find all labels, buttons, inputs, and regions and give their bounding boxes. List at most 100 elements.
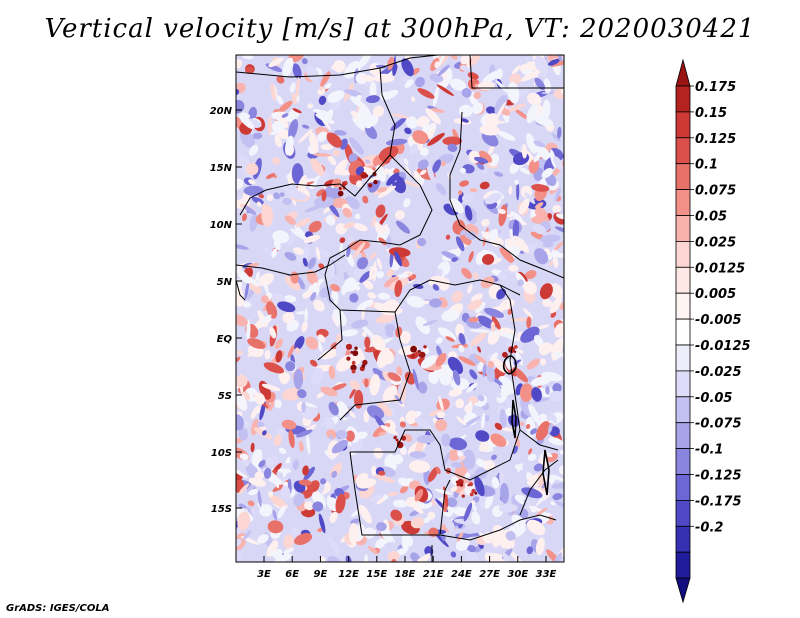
field-blob: [360, 109, 374, 129]
field-blob: [451, 462, 463, 468]
field-blob: [542, 99, 551, 119]
field-blob: [417, 88, 435, 99]
field-blob: [333, 130, 347, 136]
field-blob: [303, 234, 321, 243]
field-blob: [377, 347, 391, 368]
field-blob: [437, 64, 450, 77]
colorbar-label: -0.005: [695, 313, 742, 328]
field-blob: [375, 314, 395, 324]
field-blob: [388, 247, 411, 257]
field-blob: [283, 534, 294, 549]
field-blob: [530, 428, 537, 435]
field-blob: [533, 463, 544, 472]
field-blob: [505, 359, 515, 370]
border-east-drc: [499, 284, 559, 451]
field-blob: [445, 336, 455, 342]
field-hotspot: [423, 345, 427, 349]
field-blob: [436, 411, 446, 419]
field-blob: [271, 248, 278, 258]
field-blob: [238, 114, 255, 130]
field-blob: [236, 414, 244, 431]
field-blob: [465, 482, 472, 494]
field-blob: [554, 241, 564, 251]
field-hotspot: [410, 345, 417, 353]
field-blob: [305, 65, 320, 82]
field-blob: [487, 334, 499, 345]
field-blob: [298, 479, 312, 486]
field-blob: [365, 159, 371, 164]
field-blob: [435, 418, 448, 432]
field-blob: [264, 455, 278, 467]
field-blob: [277, 301, 296, 313]
field-blob: [417, 237, 427, 247]
field-blob: [479, 181, 490, 190]
field-blob: [242, 55, 254, 60]
colorbar-segment: [675, 318, 691, 346]
field-blob: [415, 316, 431, 335]
field-blob: [317, 131, 328, 142]
field-blob: [463, 502, 473, 522]
colorbar-segment: [675, 240, 691, 268]
field-blob: [482, 70, 502, 84]
field-blob: [330, 100, 342, 111]
field-blob: [288, 429, 295, 449]
field-blob: [284, 215, 296, 225]
field-blob: [342, 207, 353, 218]
field-blob: [515, 109, 529, 120]
field-hotspot: [346, 356, 351, 361]
field-hotspot: [393, 436, 397, 440]
field-blob: [385, 138, 408, 146]
field-blob: [435, 337, 444, 344]
field-blob: [286, 320, 300, 332]
field-blob: [373, 447, 383, 459]
field-blob: [439, 278, 450, 291]
field-blob: [551, 482, 564, 489]
field-blob: [539, 234, 561, 243]
field-blob: [308, 220, 322, 233]
field-blob: [387, 491, 399, 496]
field-hotspot: [395, 438, 399, 442]
field-blob: [339, 138, 348, 150]
field-blob: [320, 422, 326, 426]
field-blob: [282, 481, 289, 487]
colorbar-segment: [675, 344, 691, 372]
border-chad-south: [324, 154, 433, 276]
field-hotspot: [350, 350, 354, 354]
lon-label: 12E: [338, 569, 359, 580]
field-blob: [344, 411, 350, 418]
field-blob: [395, 220, 411, 234]
field-blob: [236, 437, 243, 444]
field-blob: [390, 509, 403, 521]
field-blob: [458, 356, 476, 366]
field-blob: [284, 275, 301, 291]
field-blob: [245, 162, 259, 176]
field-blob: [360, 324, 376, 339]
field-blob: [262, 430, 267, 436]
field-blob: [447, 143, 458, 152]
field-blob: [525, 423, 531, 430]
field-blob: [257, 310, 268, 328]
field-blob: [462, 449, 476, 470]
field-blob: [526, 358, 540, 370]
field-blob: [475, 459, 486, 468]
field-blob: [549, 297, 562, 314]
field-blob: [427, 132, 445, 146]
field-blob: [326, 132, 343, 148]
field-blob: [414, 489, 424, 502]
field-blob: [542, 241, 554, 248]
field-blob: [403, 198, 411, 208]
field-blob: [399, 292, 412, 299]
field-blob: [322, 484, 331, 496]
field-blob: [547, 252, 564, 258]
field-blob: [458, 190, 463, 195]
field-blob: [279, 192, 285, 198]
field-blob: [349, 387, 357, 399]
field-blob: [236, 59, 243, 69]
field-blob: [364, 336, 371, 349]
field-blob: [236, 538, 242, 548]
field-blob: [401, 58, 414, 77]
lat-label: 10N: [210, 220, 233, 231]
field-blob: [406, 295, 425, 308]
field-blob: [362, 331, 367, 337]
field-blob: [236, 285, 244, 308]
